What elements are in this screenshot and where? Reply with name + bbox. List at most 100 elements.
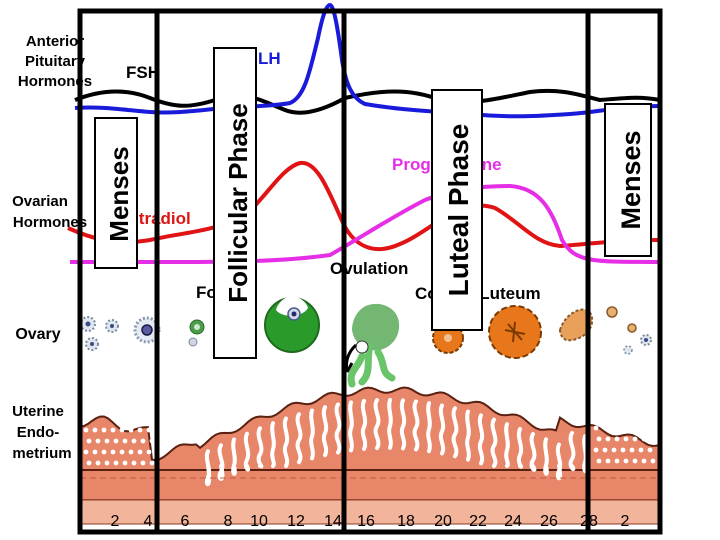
endometrial-gland bbox=[256, 426, 264, 469]
menses-tissue-fleck bbox=[119, 427, 125, 433]
luteal-phase-label-panel: Luteal Phase bbox=[431, 89, 483, 331]
uterine-label-line-1: Uterine bbox=[12, 403, 64, 420]
x-axis-day-label: 6 bbox=[181, 513, 190, 530]
uterine-label-line-2: Endo- bbox=[17, 424, 60, 441]
pituitary-label-line-1: Anterior bbox=[26, 33, 85, 50]
endometrium-base-layer bbox=[79, 469, 661, 501]
endometrial-gland bbox=[231, 437, 237, 476]
corpus-luteum-mature-icon bbox=[488, 305, 542, 359]
endometrial-gland bbox=[309, 408, 315, 461]
menses-tissue-fleck bbox=[131, 438, 137, 444]
left-labels: Anterior Pituitary Hormones Ovarian Horm… bbox=[12, 33, 92, 462]
menses-tissue-fleck bbox=[146, 427, 152, 433]
progesterone-curve bbox=[70, 183, 661, 264]
x-axis-day-label: 28 bbox=[580, 513, 598, 530]
endometrial-gland bbox=[387, 397, 393, 450]
endometrial-gland bbox=[490, 417, 498, 468]
x-axis-day-label: 2 bbox=[621, 513, 630, 530]
menses-tissue-fleck bbox=[641, 436, 647, 442]
ovarian-label-line-1: Ovarian bbox=[12, 193, 68, 210]
menses-tissue-fleck bbox=[605, 458, 611, 464]
menses-tissue-fleck bbox=[146, 449, 152, 455]
menses-tissue-fleck bbox=[83, 449, 89, 455]
menses-tissue-fleck bbox=[131, 460, 137, 466]
endometrial-gland bbox=[465, 409, 471, 462]
small-follicle-icon bbox=[606, 306, 618, 318]
menses-tissue-fleck bbox=[83, 427, 89, 433]
endometrial-gland bbox=[451, 406, 459, 459]
menses-tissue-fleck bbox=[119, 449, 125, 455]
endometrial-gland bbox=[568, 431, 576, 471]
x-axis-day-label: 2 bbox=[111, 513, 120, 530]
menses-tissue-fleck bbox=[605, 436, 611, 442]
x-axis-day-label: 12 bbox=[287, 513, 305, 530]
endometrial-gland bbox=[334, 402, 342, 455]
menses-start-label-panel: Menses bbox=[94, 117, 138, 269]
menses-tissue-fleck bbox=[593, 425, 599, 431]
endometrium-basal-stripe bbox=[79, 499, 661, 525]
corpus-albicans-icon bbox=[558, 308, 594, 342]
menses-tissue-fleck bbox=[632, 436, 638, 442]
lh-curve bbox=[74, 2, 661, 119]
x-axis-day-label: 20 bbox=[434, 513, 452, 530]
x-axis-day-label: 10 bbox=[250, 513, 268, 530]
small-follicle-icon bbox=[627, 323, 637, 333]
menses-tissue-fleck bbox=[128, 427, 134, 433]
menses-tissue-fleck bbox=[92, 427, 98, 433]
ovarian-label-line-2: Hormones bbox=[13, 214, 87, 231]
x-axis-day-label: 22 bbox=[469, 513, 487, 530]
endometrial-gland bbox=[348, 400, 354, 453]
menses-tissue-fleck bbox=[110, 427, 116, 433]
menses-tissue-fleck bbox=[101, 449, 107, 455]
endometrial-gland bbox=[399, 398, 407, 451]
small-follicle-icon bbox=[85, 337, 99, 351]
endometrial-gland bbox=[282, 416, 290, 468]
lh-label: LH bbox=[258, 49, 281, 68]
menses-tissue-fleck bbox=[650, 436, 656, 442]
secondary-follicle-icon bbox=[188, 319, 205, 347]
endometrial-gland bbox=[217, 443, 225, 481]
x-axis-day-label: 16 bbox=[357, 513, 375, 530]
x-axis-days: 2 4 6 8 10 12 14 16 18 20 22 24 26 28 2 bbox=[111, 513, 630, 530]
uterine-label-line-3: metrium bbox=[12, 445, 71, 462]
endometrial-gland bbox=[529, 432, 537, 472]
menses-tissue-fleck bbox=[140, 460, 146, 466]
menses-tissue-fleck bbox=[104, 438, 110, 444]
pituitary-label-line-2: Pituitary bbox=[25, 53, 86, 70]
menses-end-phase-box bbox=[585, 8, 663, 535]
menses-tissue-fleck bbox=[638, 447, 644, 453]
menses-tissue-fleck bbox=[623, 436, 629, 442]
menses-end-label: Menses bbox=[616, 130, 646, 229]
ovary-label: Ovary bbox=[15, 326, 60, 343]
menses-end-label-panel: Menses bbox=[604, 103, 652, 257]
menses-tissue-fleck bbox=[86, 438, 92, 444]
menses-tissue-fleck bbox=[113, 438, 119, 444]
menses-tissue-fleck bbox=[593, 447, 599, 453]
endometrial-gland bbox=[438, 403, 446, 456]
fsh-label: FSH bbox=[126, 63, 160, 82]
menses-tissue-fleck bbox=[620, 425, 626, 431]
ovary-row bbox=[80, 296, 652, 392]
menses-tissue-fleck bbox=[86, 460, 92, 466]
menses-tissue-fleck bbox=[92, 449, 98, 455]
menses-tissue-fleck bbox=[113, 460, 119, 466]
menses-tissue-fleck bbox=[95, 438, 101, 444]
follicular-phase-label-panel: Follicular Phase bbox=[213, 47, 257, 359]
uterine-endometrium bbox=[79, 386, 661, 525]
menses-tissue-fleck bbox=[629, 425, 635, 431]
endometrium-functional-layer bbox=[79, 386, 661, 471]
endometrial-gland bbox=[555, 442, 563, 481]
menses-tissue-fleck bbox=[602, 425, 608, 431]
endometrial-gland bbox=[295, 412, 303, 465]
menses-start-label: Menses bbox=[104, 146, 134, 241]
follicular-phase-label: Follicular Phase bbox=[223, 103, 253, 302]
small-follicle-icon bbox=[105, 319, 119, 333]
endometrial-gland bbox=[321, 405, 329, 458]
menses-tissue-fleck bbox=[104, 460, 110, 466]
endometrial-gland bbox=[360, 398, 368, 451]
antral-follicle-icon bbox=[264, 296, 320, 353]
menses-tissue-fleck bbox=[623, 458, 629, 464]
menses-tissue-fleck bbox=[647, 447, 653, 453]
x-axis-day-label: 24 bbox=[504, 513, 522, 530]
